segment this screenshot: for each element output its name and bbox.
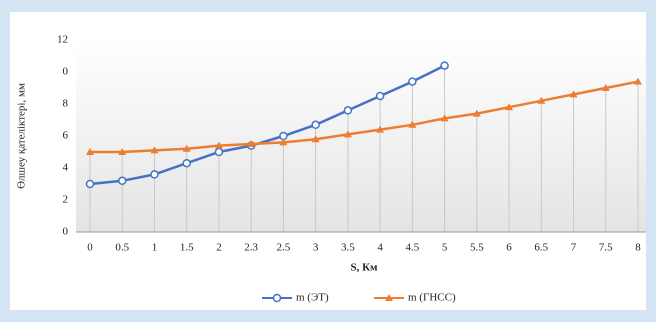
x-tick-label: 6.5 <box>534 242 548 254</box>
x-tick-label: 3 <box>313 242 319 254</box>
series-line <box>89 64 446 186</box>
y-tick-label: 2 <box>63 194 69 206</box>
point <box>311 120 320 130</box>
point <box>505 103 514 111</box>
x-tick-label: 5.5 <box>470 242 484 254</box>
x-tick-label: 8 <box>635 242 641 254</box>
x-tick-label: 2 <box>216 242 222 254</box>
point <box>440 114 449 122</box>
plot-area <box>76 40 646 232</box>
point <box>182 158 191 168</box>
point <box>311 135 320 143</box>
series-line <box>90 80 639 154</box>
x-tick-label: 1 <box>152 242 158 254</box>
x-tick-label: 6 <box>506 242 512 254</box>
x-tick-label: 4.5 <box>405 242 419 254</box>
point <box>86 148 94 155</box>
point <box>343 130 352 138</box>
point <box>569 90 578 98</box>
point <box>408 77 417 86</box>
x-tick-label: 4 <box>377 242 383 254</box>
point <box>247 140 256 147</box>
point <box>472 109 481 117</box>
point <box>634 77 642 85</box>
x-tick-label: 7 <box>571 242 577 254</box>
legend-label: m (ГНСС) <box>408 292 456 304</box>
x-tick-label: 0.5 <box>115 242 129 254</box>
legend-label: m (ЭТ) <box>296 292 329 304</box>
x-tick-label: 2.5 <box>277 242 291 254</box>
point <box>117 176 127 186</box>
y-tick-label: 12 <box>57 34 68 46</box>
point <box>150 146 159 154</box>
y-tick-label: 0 <box>63 66 69 78</box>
point <box>376 125 385 133</box>
point <box>601 84 610 91</box>
point <box>279 138 288 146</box>
y-tick-label: 8 <box>63 98 69 110</box>
y-tick-label: 0 <box>63 226 69 238</box>
x-tick-label: 7.5 <box>599 242 613 254</box>
point <box>440 61 449 70</box>
point <box>118 148 127 155</box>
point <box>214 147 224 157</box>
y-axis-title: Өлшеу қателіктері, мм <box>16 83 28 189</box>
x-tick-label: 0 <box>87 242 93 254</box>
legend-marker <box>272 293 282 303</box>
x-tick-label: 2.3 <box>244 242 258 254</box>
x-tick-label: 1.5 <box>180 242 194 254</box>
x-axis-title: S, Км <box>350 262 378 274</box>
y-tick-label: 4 <box>63 162 69 174</box>
y-tick-label: 6 <box>63 130 69 142</box>
point <box>214 141 223 149</box>
point <box>537 96 546 104</box>
point <box>408 120 417 128</box>
point <box>85 179 95 189</box>
point <box>182 144 191 152</box>
x-tick-label: 3.5 <box>341 242 355 254</box>
legend-marker <box>385 294 393 301</box>
point <box>150 170 159 179</box>
point <box>375 91 385 101</box>
x-tick-label: 5 <box>442 242 448 254</box>
point <box>343 106 353 115</box>
